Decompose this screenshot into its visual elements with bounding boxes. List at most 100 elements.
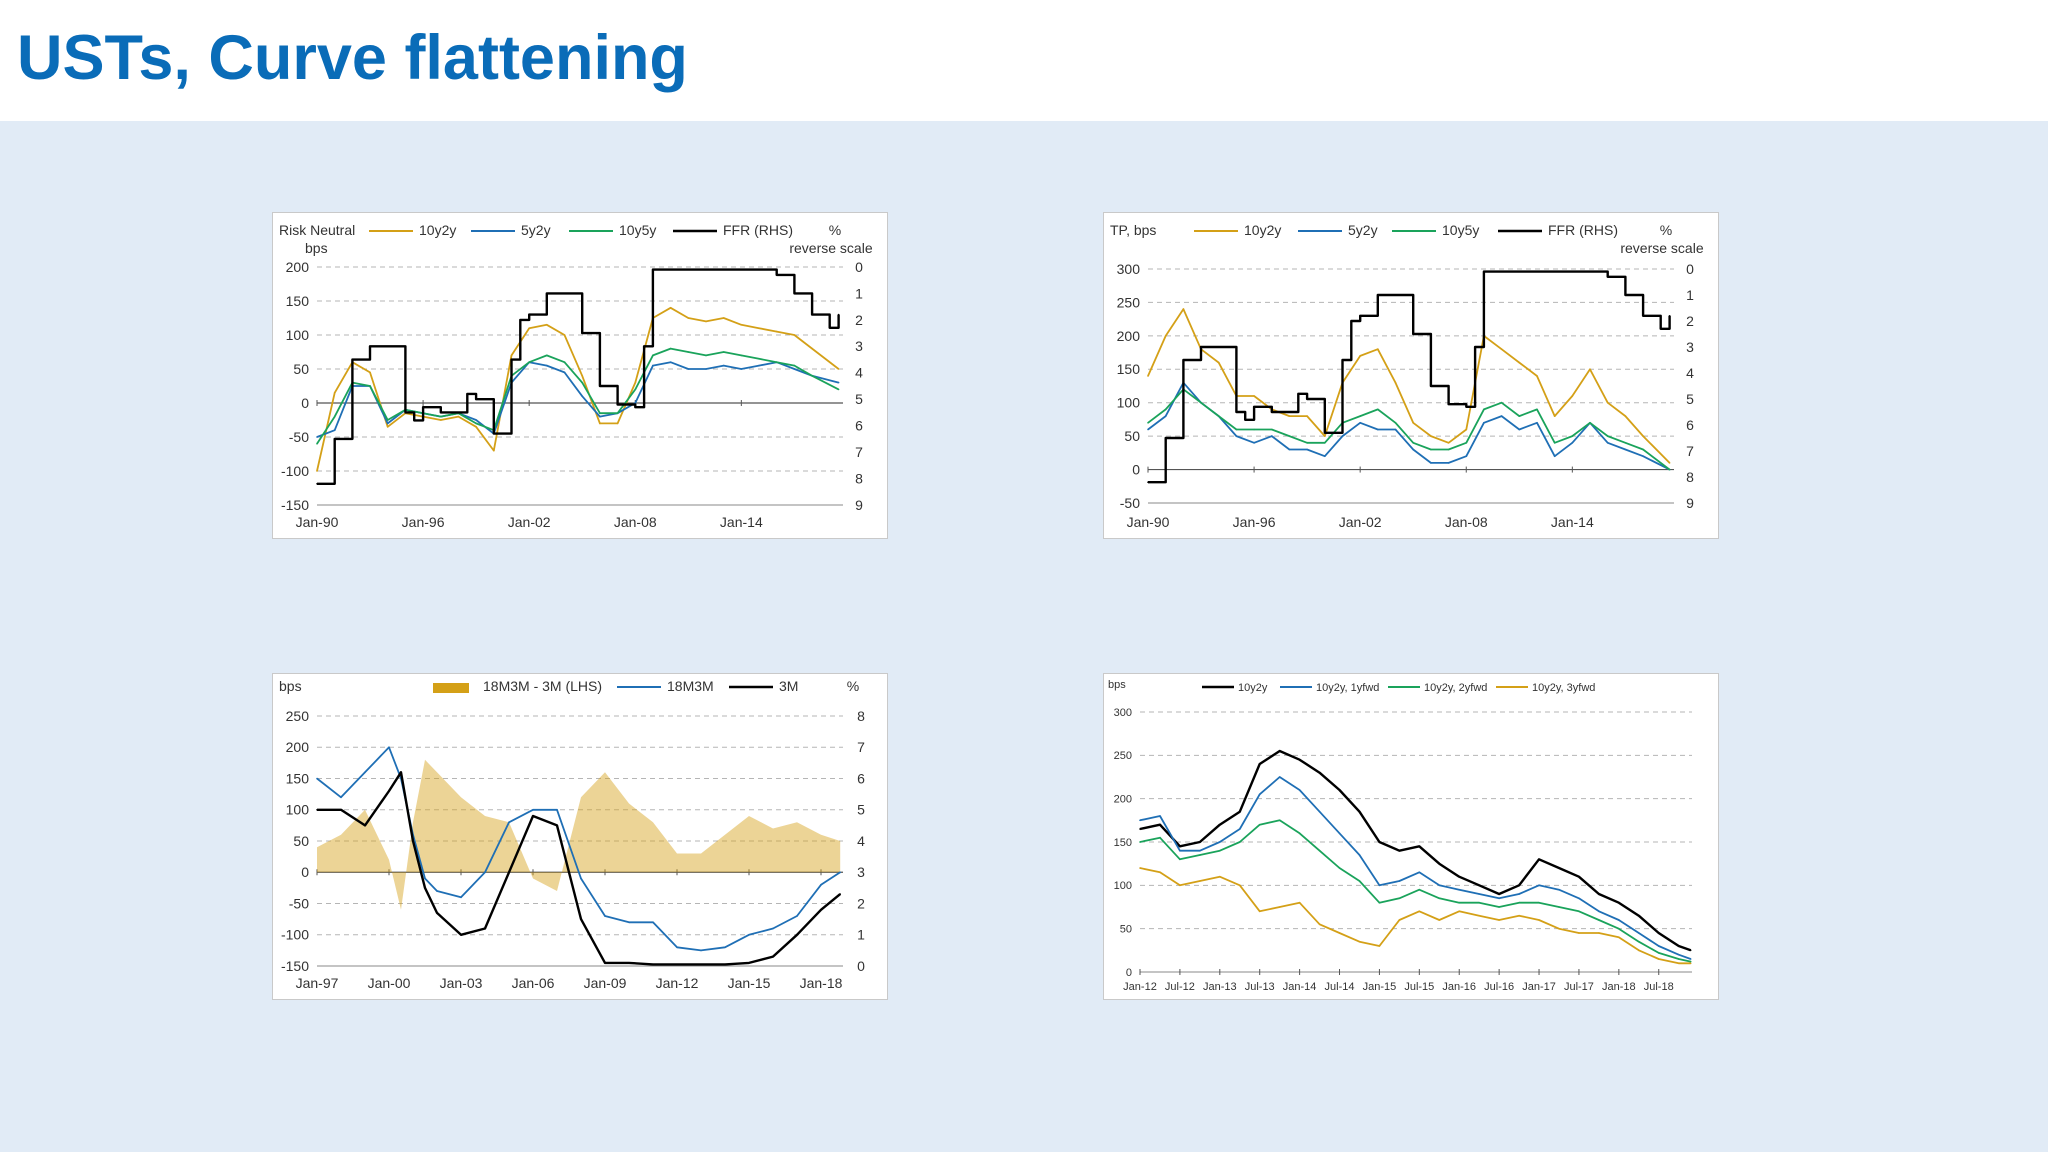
chart1-series-3-point	[775, 274, 778, 276]
chart2-y2tick-label: 4	[1686, 365, 1694, 381]
chart1-ytick-label: 50	[293, 361, 309, 377]
chart1-ytick-label: 100	[286, 327, 310, 343]
chart4-series-2-point	[1558, 906, 1560, 908]
chart2-legend-label: FFR (RHS)	[1548, 222, 1618, 238]
chart3-series-1-point	[628, 921, 630, 924]
chart2-series-3-point	[1182, 359, 1185, 361]
chart3-series-1-point	[820, 884, 822, 886]
chart3-series-area-0	[317, 759, 841, 910]
chart4-series-3-point	[1458, 910, 1460, 913]
chart4-series-3-point	[1638, 949, 1640, 952]
chart1-series-2-point	[837, 388, 840, 391]
chart4-series-0-point	[1378, 841, 1381, 843]
chart4-series-0-point	[1159, 823, 1161, 826]
chart2-series-1-point	[1324, 455, 1326, 457]
chart4-series-1-point	[1689, 958, 1692, 960]
chart3-xtick-label: Jan-97	[296, 975, 339, 991]
chart3-series-1-point	[652, 921, 654, 924]
chart3-legend-swatch	[433, 683, 469, 693]
chart2-y2tick-label: 7	[1686, 443, 1694, 459]
chart1-series-1-point	[333, 429, 336, 431]
chart1-series-0-point	[837, 368, 840, 370]
chart3-xtick-label: Jan-09	[584, 975, 627, 991]
chart4-series-1-point	[1278, 776, 1281, 778]
chart4-xtick-label: Jan-18	[1602, 981, 1636, 993]
chart1-series-3-point	[510, 358, 513, 361]
chart1-series-3-point	[351, 358, 354, 361]
chart2-series-0-point	[1182, 308, 1185, 310]
chart4-series-3-point	[1298, 901, 1301, 904]
chart1-series-0-point	[581, 375, 583, 377]
chart1-series-0-point	[493, 449, 495, 452]
chart1-series-0-point	[634, 381, 637, 384]
chart1-y2tick-label: 6	[855, 418, 863, 434]
chart2-series-1-point	[1306, 448, 1308, 451]
chart3-series-1-point	[724, 946, 726, 949]
chart3-series-2-point	[436, 912, 438, 914]
chart1-series-0-point	[811, 347, 813, 350]
chart1-legend-item: FFR (RHS)	[673, 222, 793, 238]
chart3-series-1-point	[460, 896, 462, 899]
chart2-series-0-point	[1288, 415, 1291, 417]
chart1-y2note: reverse scale	[789, 240, 872, 256]
chart1-series-2-point	[563, 361, 566, 363]
chart2-legend-item: 10y2y	[1194, 222, 1281, 238]
chart4-xtick-label: Jan-16	[1442, 981, 1476, 993]
chart1-y2tick-label: 9	[855, 497, 863, 513]
chart2-series-3-point	[1244, 419, 1246, 421]
chart4-series-0-point	[1538, 858, 1540, 861]
chart3-legend-label: 18M3M	[667, 678, 714, 694]
chart4-xtick-label: Jul-12	[1165, 981, 1195, 993]
chart1-series-line-2	[316, 347, 840, 445]
chart4-series-3-point	[1278, 906, 1281, 908]
chart2-xtick-label: Jan-96	[1233, 514, 1276, 530]
slide-title: USTs, Curve flattening	[17, 23, 688, 93]
chart2-series-0-point	[1147, 375, 1149, 377]
chart2-series-3-point	[1350, 320, 1353, 322]
chart2-y2note: reverse scale	[1620, 240, 1703, 256]
chart1-xtick-label: Jan-90	[296, 514, 339, 530]
chart4-series-2-point	[1298, 832, 1301, 835]
chart2-series-line-2	[1147, 388, 1671, 471]
chart4-ytick-label: 250	[1114, 750, 1132, 762]
chart4-series-2-point	[1179, 858, 1181, 861]
chart4-series-3-point	[1618, 936, 1620, 939]
chart3-series-2-point	[532, 815, 534, 817]
chart4-xtick-label: Jan-15	[1363, 981, 1397, 993]
chart2-ytick-label: 200	[1117, 328, 1141, 344]
chart4-series-3-point	[1518, 914, 1520, 917]
chart2-y2tick-label: 2	[1686, 313, 1694, 329]
chart1-y2tick-label: 4	[855, 365, 863, 381]
chart4-series-2-point	[1677, 958, 1680, 960]
chart1-series-0-point	[616, 422, 619, 425]
chart4-series-0-point	[1498, 893, 1500, 895]
chart4-series-1-point	[1398, 880, 1401, 882]
chart2-series-2-point	[1447, 448, 1450, 451]
chart1-ytick-label: -50	[289, 429, 309, 445]
chart1-series-2-point	[687, 351, 690, 353]
chart1-series-0-point	[546, 324, 548, 326]
chart3-series-2-point	[748, 962, 750, 964]
chart1-series-0-point	[440, 419, 442, 421]
chart3-legend-item: 3M	[729, 678, 798, 694]
chart2-ytick-label: 300	[1117, 261, 1141, 277]
chart1-series-2-point	[599, 412, 601, 414]
chart4-series-0-point	[1338, 789, 1341, 791]
chart2-legend-label: 10y5y	[1442, 222, 1479, 238]
chart2-title: TP, bps	[1110, 222, 1156, 238]
chart4-series-0-point	[1398, 849, 1401, 852]
chart4-series-2-point	[1219, 849, 1221, 852]
chart2-series-1-point	[1412, 448, 1414, 451]
chart1-series-2-point	[440, 415, 442, 418]
chart1-series-1-point	[758, 364, 760, 367]
chart1-series-3-point	[333, 438, 336, 440]
chart1-series-3-point	[369, 345, 371, 348]
chart2-series-2-point	[1500, 401, 1503, 404]
chart-near-term-forward: 250 200 150 100 50 0 -50 -100 -150 8 7 6 5 4 3 2 1 0 Jan-9…	[272, 673, 888, 1000]
chart1-series-3-point	[563, 292, 566, 295]
chart2-series-1-point	[1288, 448, 1291, 451]
chart3-xtick-label: Jan-18	[800, 975, 843, 991]
chart3-y2tick-label: 1	[857, 927, 865, 943]
chart1-series-0-point	[599, 422, 601, 425]
chart3-y2tick-label: 2	[857, 895, 865, 911]
